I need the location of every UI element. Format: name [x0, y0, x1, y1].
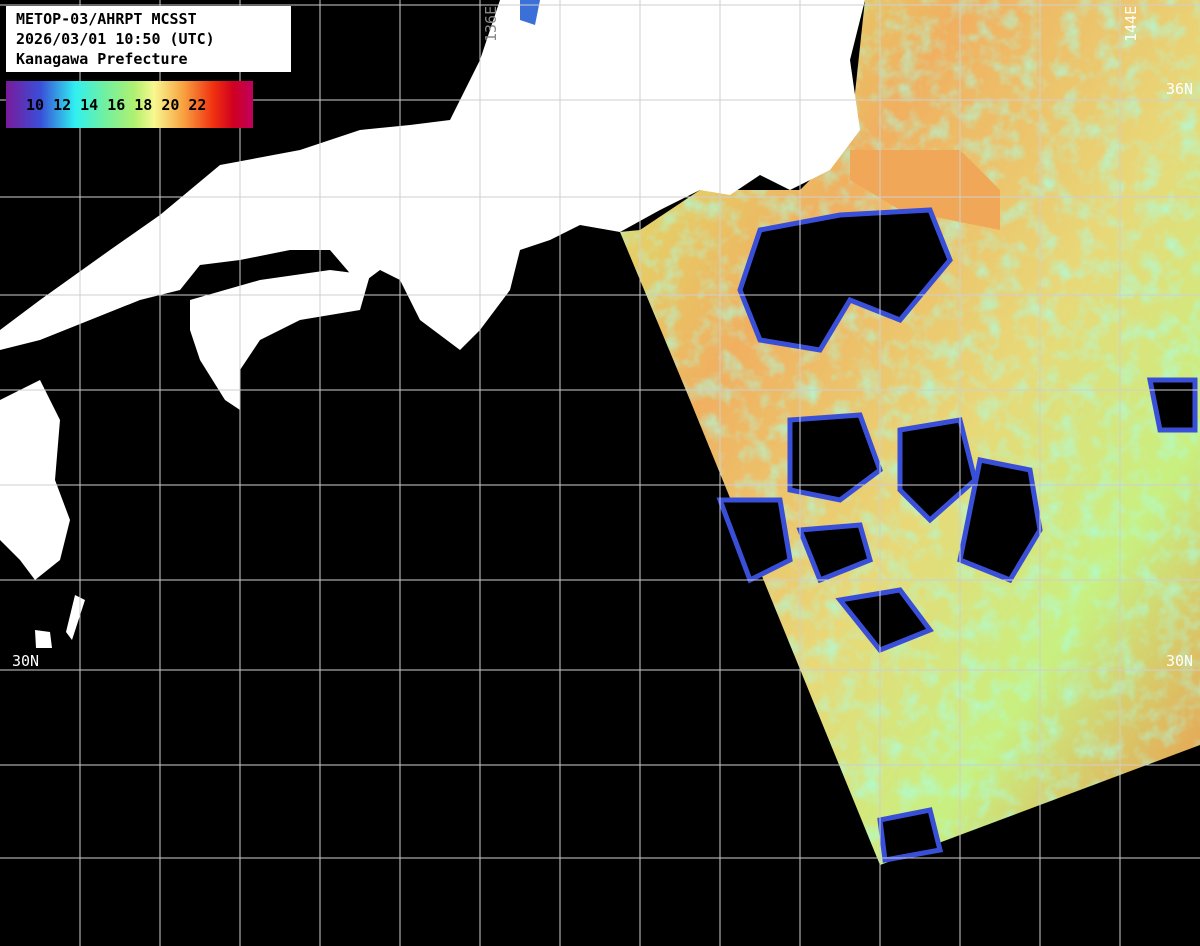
- shikoku: [190, 270, 370, 410]
- title-line-satellite: METOP-03/AHRPT MCSST: [16, 10, 197, 28]
- title-box: METOP-03/AHRPT MCSST 2026/03/01 10:50 (U…: [6, 6, 291, 72]
- legend-tick: 18: [134, 95, 153, 114]
- lat-label-36n: 36N: [1166, 80, 1194, 98]
- title-line-region: Kanagawa Prefecture: [16, 50, 188, 68]
- title-line-datetime: 2026/03/01 10:50 (UTC): [16, 30, 215, 48]
- legend-tick: 12: [53, 95, 72, 114]
- lat-label-30n-left: 30N: [12, 652, 40, 670]
- lon-label-136e: 136E: [482, 5, 500, 42]
- legend-tick: 14: [80, 95, 99, 114]
- legend-tick: 10: [26, 95, 45, 114]
- legend-tick: 20: [161, 95, 180, 114]
- lon-label-144e: 144E: [1122, 5, 1140, 42]
- kyushu: [0, 380, 70, 580]
- cloud-mask: [716, 207, 1198, 863]
- color-scale-legend: 10 12 14 16 18 20 22: [6, 81, 253, 128]
- lat-label-30n-right: 30N: [1166, 652, 1194, 670]
- legend-tick: 16: [107, 95, 126, 114]
- legend-tick: 22: [188, 95, 207, 114]
- land: [0, 0, 865, 648]
- lat-label-33n: 33: [12, 372, 31, 390]
- honshu: [0, 0, 865, 350]
